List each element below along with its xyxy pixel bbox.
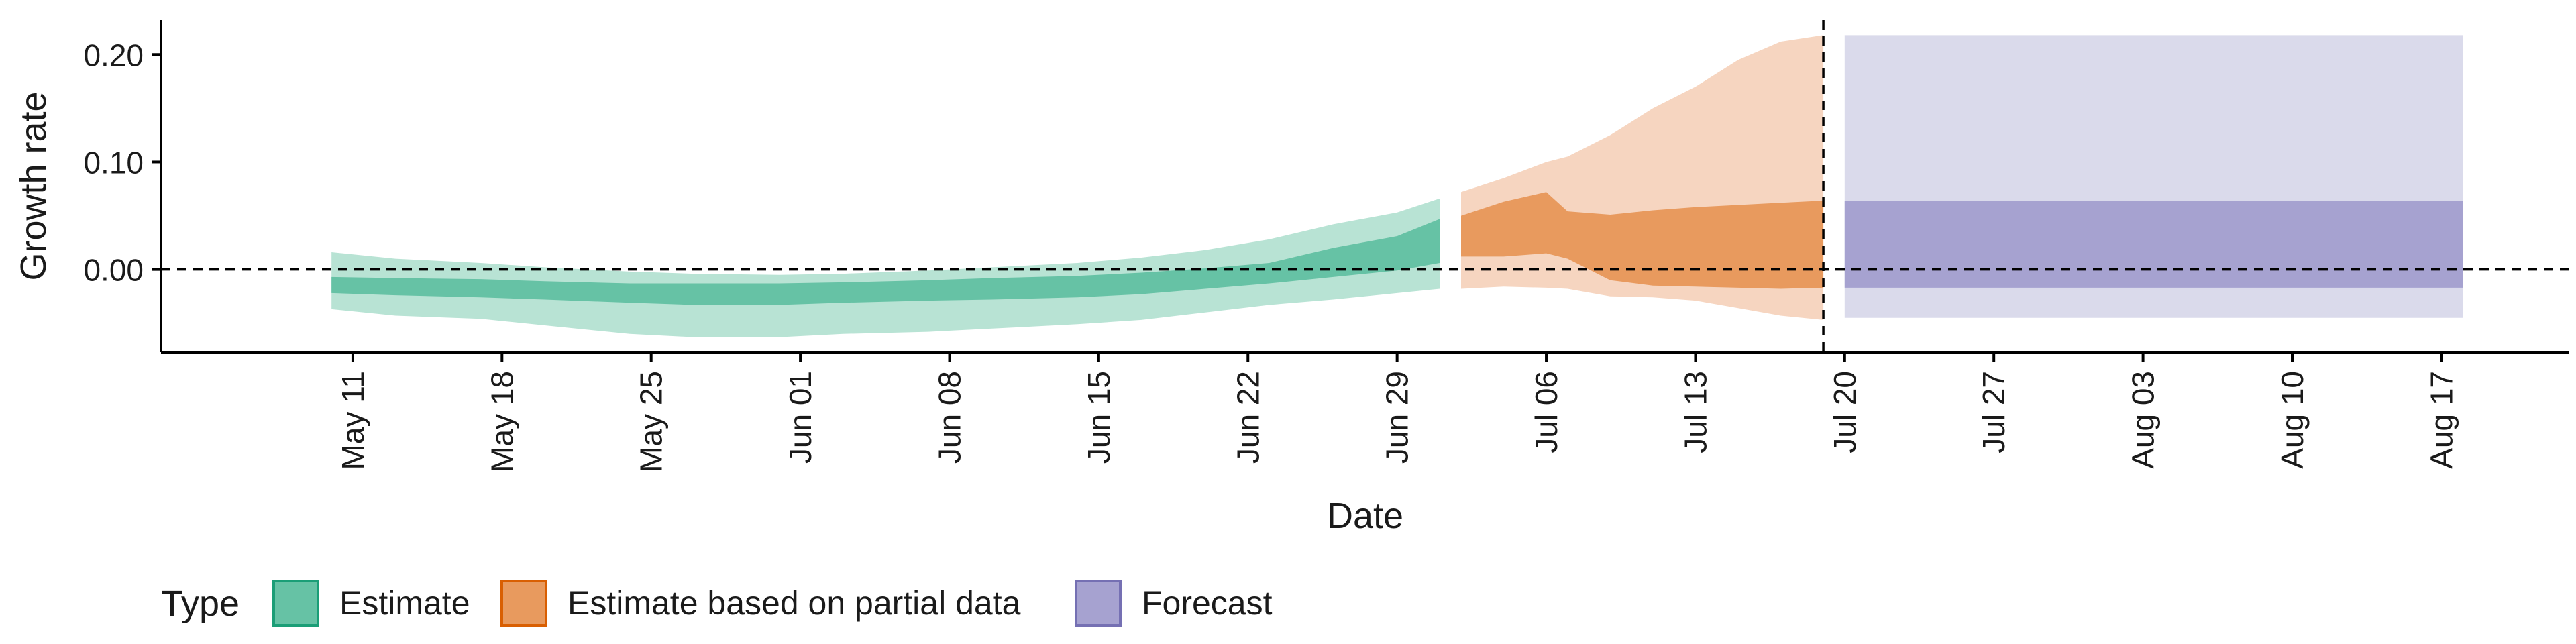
x-tick-label: Jul 06 bbox=[1529, 371, 1564, 453]
x-tick-label: May 25 bbox=[634, 371, 669, 472]
legend-swatch-partial bbox=[500, 580, 547, 627]
estimate-outer-band bbox=[331, 198, 1440, 337]
axes: 0.00 0.10 0.20 May 11 May 18 May 25 Jun 01 Jun… bbox=[83, 20, 2569, 472]
x-tick-label: Jun 01 bbox=[783, 371, 818, 464]
legend-label-partial: Estimate based on partial data bbox=[568, 584, 1021, 622]
x-tick-label: Jul 20 bbox=[1827, 371, 1862, 453]
x-axis-label: Date bbox=[1327, 496, 1403, 536]
legend-title: Type bbox=[161, 584, 239, 624]
x-tick-label: Aug 17 bbox=[2424, 371, 2459, 469]
estimate-inner-band bbox=[331, 219, 1440, 305]
x-tick-label: Jun 29 bbox=[1380, 371, 1415, 464]
legend-label-forecast: Forecast bbox=[1142, 584, 1273, 622]
series-bands bbox=[331, 35, 2463, 337]
y-tick-label: 0.20 bbox=[83, 38, 144, 72]
y-ticks: 0.00 0.10 0.20 bbox=[83, 38, 161, 288]
legend: Type Estimate Estimate based on partial d… bbox=[161, 580, 1273, 627]
x-tick-label: Jun 08 bbox=[932, 371, 967, 464]
legend-swatch-forecast bbox=[1075, 580, 1122, 627]
x-tick-label: Jul 27 bbox=[1976, 371, 2011, 453]
partial-inner-band bbox=[1461, 192, 1824, 289]
legend-swatch-estimate bbox=[272, 580, 319, 627]
y-tick-label: 0.10 bbox=[83, 145, 144, 180]
x-tick-label: Jul 13 bbox=[1678, 371, 1713, 453]
legend-label-estimate: Estimate bbox=[339, 584, 470, 622]
x-tick-label: May 18 bbox=[484, 371, 519, 472]
y-tick-label: 0.00 bbox=[83, 253, 144, 288]
x-tick-label: Jun 22 bbox=[1230, 371, 1265, 464]
x-tick-label: Aug 10 bbox=[2275, 371, 2310, 469]
x-ticks: May 11 May 18 May 25 Jun 01 Jun 08 Jun 15 Jun … bbox=[335, 352, 2459, 472]
y-axis-label: Growth rate bbox=[13, 91, 54, 280]
x-tick-label: Jun 15 bbox=[1081, 371, 1116, 464]
forecast-inner-band bbox=[1844, 201, 2463, 288]
x-tick-label: May 11 bbox=[335, 371, 370, 470]
reference-lines bbox=[161, 20, 2569, 352]
x-tick-label: Aug 03 bbox=[2126, 371, 2161, 469]
